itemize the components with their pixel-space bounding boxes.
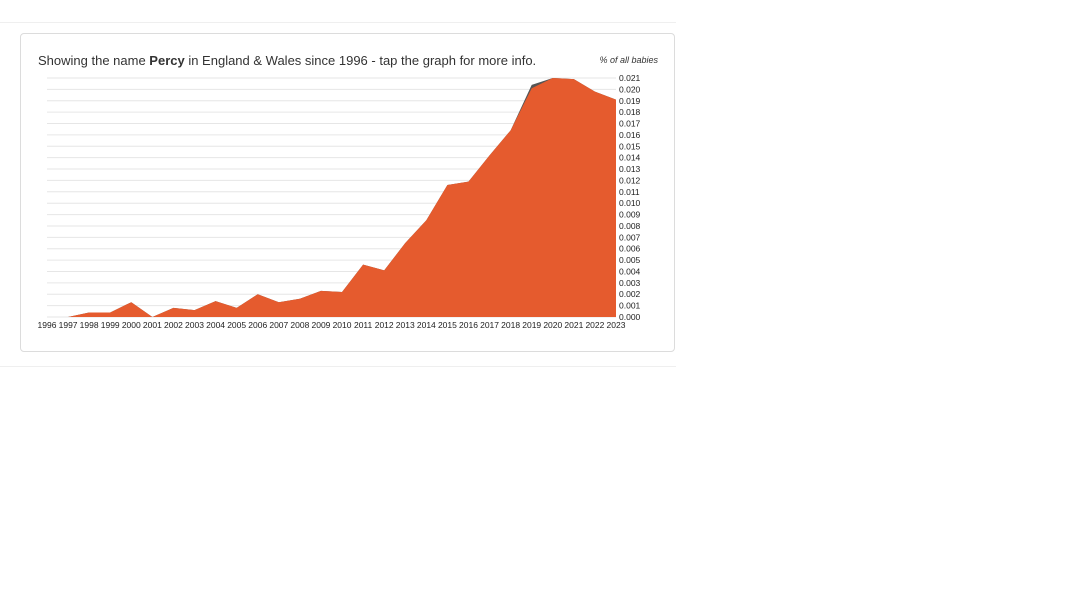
x-tick-label: 2000 [122,320,141,330]
y-tick-label: 0.006 [619,244,641,254]
series-areas[interactable] [47,78,616,317]
top-divider [0,22,676,23]
y-tick-label: 0.015 [619,141,641,151]
primary-series-area[interactable] [47,78,616,317]
x-tick-label: 2017 [480,320,499,330]
bottom-divider [0,366,676,367]
y-tick-label: 0.021 [619,73,641,83]
y-tick-label: 0.010 [619,198,641,208]
y-tick-label: 0.001 [619,301,641,311]
y-tick-label: 0.008 [619,221,641,231]
x-tick-label: 2011 [354,320,373,330]
x-tick-label: 2004 [206,320,225,330]
x-tick-label: 2014 [417,320,436,330]
x-tick-label: 2016 [459,320,478,330]
y-tick-label: 0.009 [619,210,641,220]
x-tick-label: 2020 [543,320,562,330]
y-axis-unit-label: % of all babies [599,55,658,65]
x-tick-label: 1999 [101,320,120,330]
x-tick-label: 2007 [269,320,288,330]
y-tick-label: 0.011 [619,187,640,197]
y-tick-label: 0.012 [619,175,641,185]
y-tick-label: 0.014 [619,153,641,163]
chart-headline: Showing the name Percy in England & Wale… [38,53,536,68]
x-tick-label: 2022 [585,320,604,330]
x-tick-label: 1997 [59,320,78,330]
y-tick-label: 0.002 [619,289,641,299]
y-tick-label: 0.016 [619,130,641,140]
headline-suffix: in England & Wales since 1996 - tap the … [184,53,537,68]
x-tick-label: 2003 [185,320,204,330]
y-tick-label: 0.017 [619,119,641,129]
x-tick-label: 1996 [38,320,57,330]
x-tick-label: 2005 [227,320,246,330]
y-tick-label: 0.020 [619,84,641,94]
x-tick-label: 2001 [143,320,162,330]
y-tick-label: 0.000 [619,312,641,322]
x-tick-label: 2009 [312,320,331,330]
y-tick-label: 0.019 [619,96,641,106]
x-tick-label: 2013 [396,320,415,330]
y-tick-label: 0.007 [619,232,641,242]
x-tick-label: 1998 [80,320,99,330]
headline-name: Percy [149,53,185,68]
x-tick-label: 2008 [290,320,309,330]
x-tick-label: 2006 [248,320,267,330]
x-tick-label: 2015 [438,320,457,330]
x-axis-ticks: 1996 1997 1998 1999 2000 2001 2002 2003 2004 2005… [38,320,626,330]
x-tick-label: 2019 [522,320,541,330]
y-tick-label: 0.013 [619,164,641,174]
y-tick-label: 0.005 [619,255,641,265]
x-tick-label: 2002 [164,320,183,330]
x-tick-label: 2021 [564,320,583,330]
y-tick-label: 0.018 [619,107,641,117]
headline-prefix: Showing the name [38,53,150,68]
x-tick-label: 2010 [333,320,352,330]
x-tick-label: 2023 [607,320,626,330]
x-tick-label: 2012 [375,320,394,330]
x-tick-label: 2018 [501,320,520,330]
y-tick-label: 0.003 [619,278,641,288]
y-tick-label: 0.004 [619,266,641,276]
